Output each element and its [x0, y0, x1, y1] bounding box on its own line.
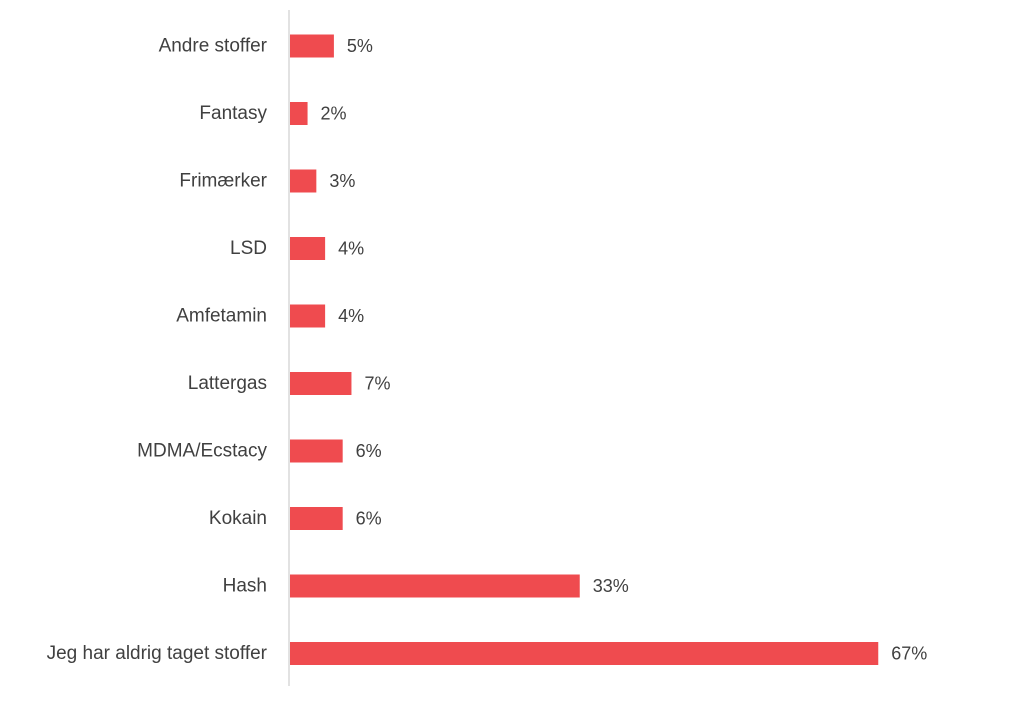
bars-layer: Andre stoffer 5% Fantasy 2% Frimærker 3% LSD 4%… — [47, 34, 927, 665]
value-label: 6% — [356, 441, 382, 461]
bar — [290, 237, 326, 260]
category-label: Kokain — [209, 508, 267, 529]
value-label: 33% — [593, 576, 629, 596]
category-label: LSD — [230, 238, 267, 259]
category-label: Hash — [223, 576, 267, 597]
category-label: Andre stoffer — [159, 36, 268, 57]
value-label: 7% — [364, 374, 390, 394]
bar — [290, 507, 343, 530]
bar — [290, 169, 317, 193]
bar — [290, 102, 308, 125]
bar — [290, 642, 879, 665]
bar — [290, 574, 580, 598]
value-label: 4% — [338, 306, 364, 326]
bar — [290, 304, 326, 328]
category-label: Lattergas — [188, 373, 267, 394]
category-label: Frimærker — [179, 171, 267, 192]
value-label: 4% — [338, 239, 364, 259]
value-label: 5% — [347, 36, 373, 56]
bar — [290, 439, 343, 463]
bar — [290, 372, 352, 395]
value-label: 3% — [329, 171, 355, 191]
value-label: 2% — [321, 104, 347, 124]
category-label: Fantasy — [199, 103, 267, 124]
category-label: Jeg har aldrig taget stoffer — [47, 643, 268, 664]
value-label: 6% — [356, 509, 382, 529]
bar — [290, 34, 334, 58]
category-label: Amfetamin — [176, 306, 267, 327]
category-label: MDMA/Ecstacy — [137, 441, 267, 462]
value-label: 67% — [891, 644, 927, 664]
